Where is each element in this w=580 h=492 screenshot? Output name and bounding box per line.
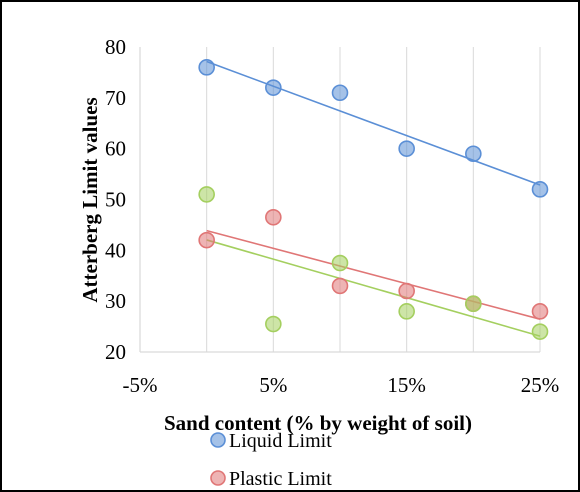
data-point <box>331 277 349 295</box>
data-point <box>465 295 482 313</box>
x-tick-label: 15% <box>387 373 426 397</box>
legend-label: Liquid Limit <box>229 430 332 452</box>
trendline <box>206 239 541 337</box>
data-point <box>198 231 215 249</box>
x-tick-label: 5% <box>259 373 287 397</box>
legend: Liquid Limit Plastic Limit <box>210 430 332 490</box>
data-point <box>531 181 549 198</box>
data-point <box>398 140 415 157</box>
x-tick-label: 25% <box>521 373 560 397</box>
data-point <box>398 303 415 320</box>
y-tick-label: 40 <box>105 238 126 262</box>
data-point <box>265 315 282 333</box>
legend-marker <box>210 470 226 486</box>
y-tick-label: 50 <box>105 188 126 212</box>
data-point <box>331 84 349 102</box>
data-point <box>331 254 349 272</box>
data-point <box>265 79 282 96</box>
y-tick-label: 70 <box>105 86 126 110</box>
data-point <box>465 145 482 163</box>
x-axis-title: Sand content (% by weight of soil) <box>164 411 472 435</box>
data-point <box>531 303 549 320</box>
tick-label-layer: 20 30 40 50 60 70 80 -5% 5% 15% 25% <box>105 35 559 397</box>
trendline <box>206 229 541 320</box>
data-point <box>198 59 215 76</box>
y-tick-label: 60 <box>105 137 126 161</box>
legend-label: Plastic Limit <box>229 468 332 490</box>
y-tick-label: 20 <box>105 340 126 364</box>
y-tick-label: 30 <box>105 289 126 313</box>
trendline <box>206 60 541 186</box>
trendline-layer <box>206 60 541 337</box>
y-tick-label: 80 <box>105 35 126 59</box>
data-point <box>198 186 215 203</box>
legend-marker <box>210 432 226 448</box>
data-point <box>531 323 549 340</box>
data-point <box>398 282 415 300</box>
axis-layer <box>139 47 540 353</box>
x-tick-label: -5% <box>123 373 158 397</box>
y-axis-title: Atterberg Limit values <box>78 97 102 302</box>
point-layer <box>198 59 549 340</box>
data-point <box>265 208 282 226</box>
